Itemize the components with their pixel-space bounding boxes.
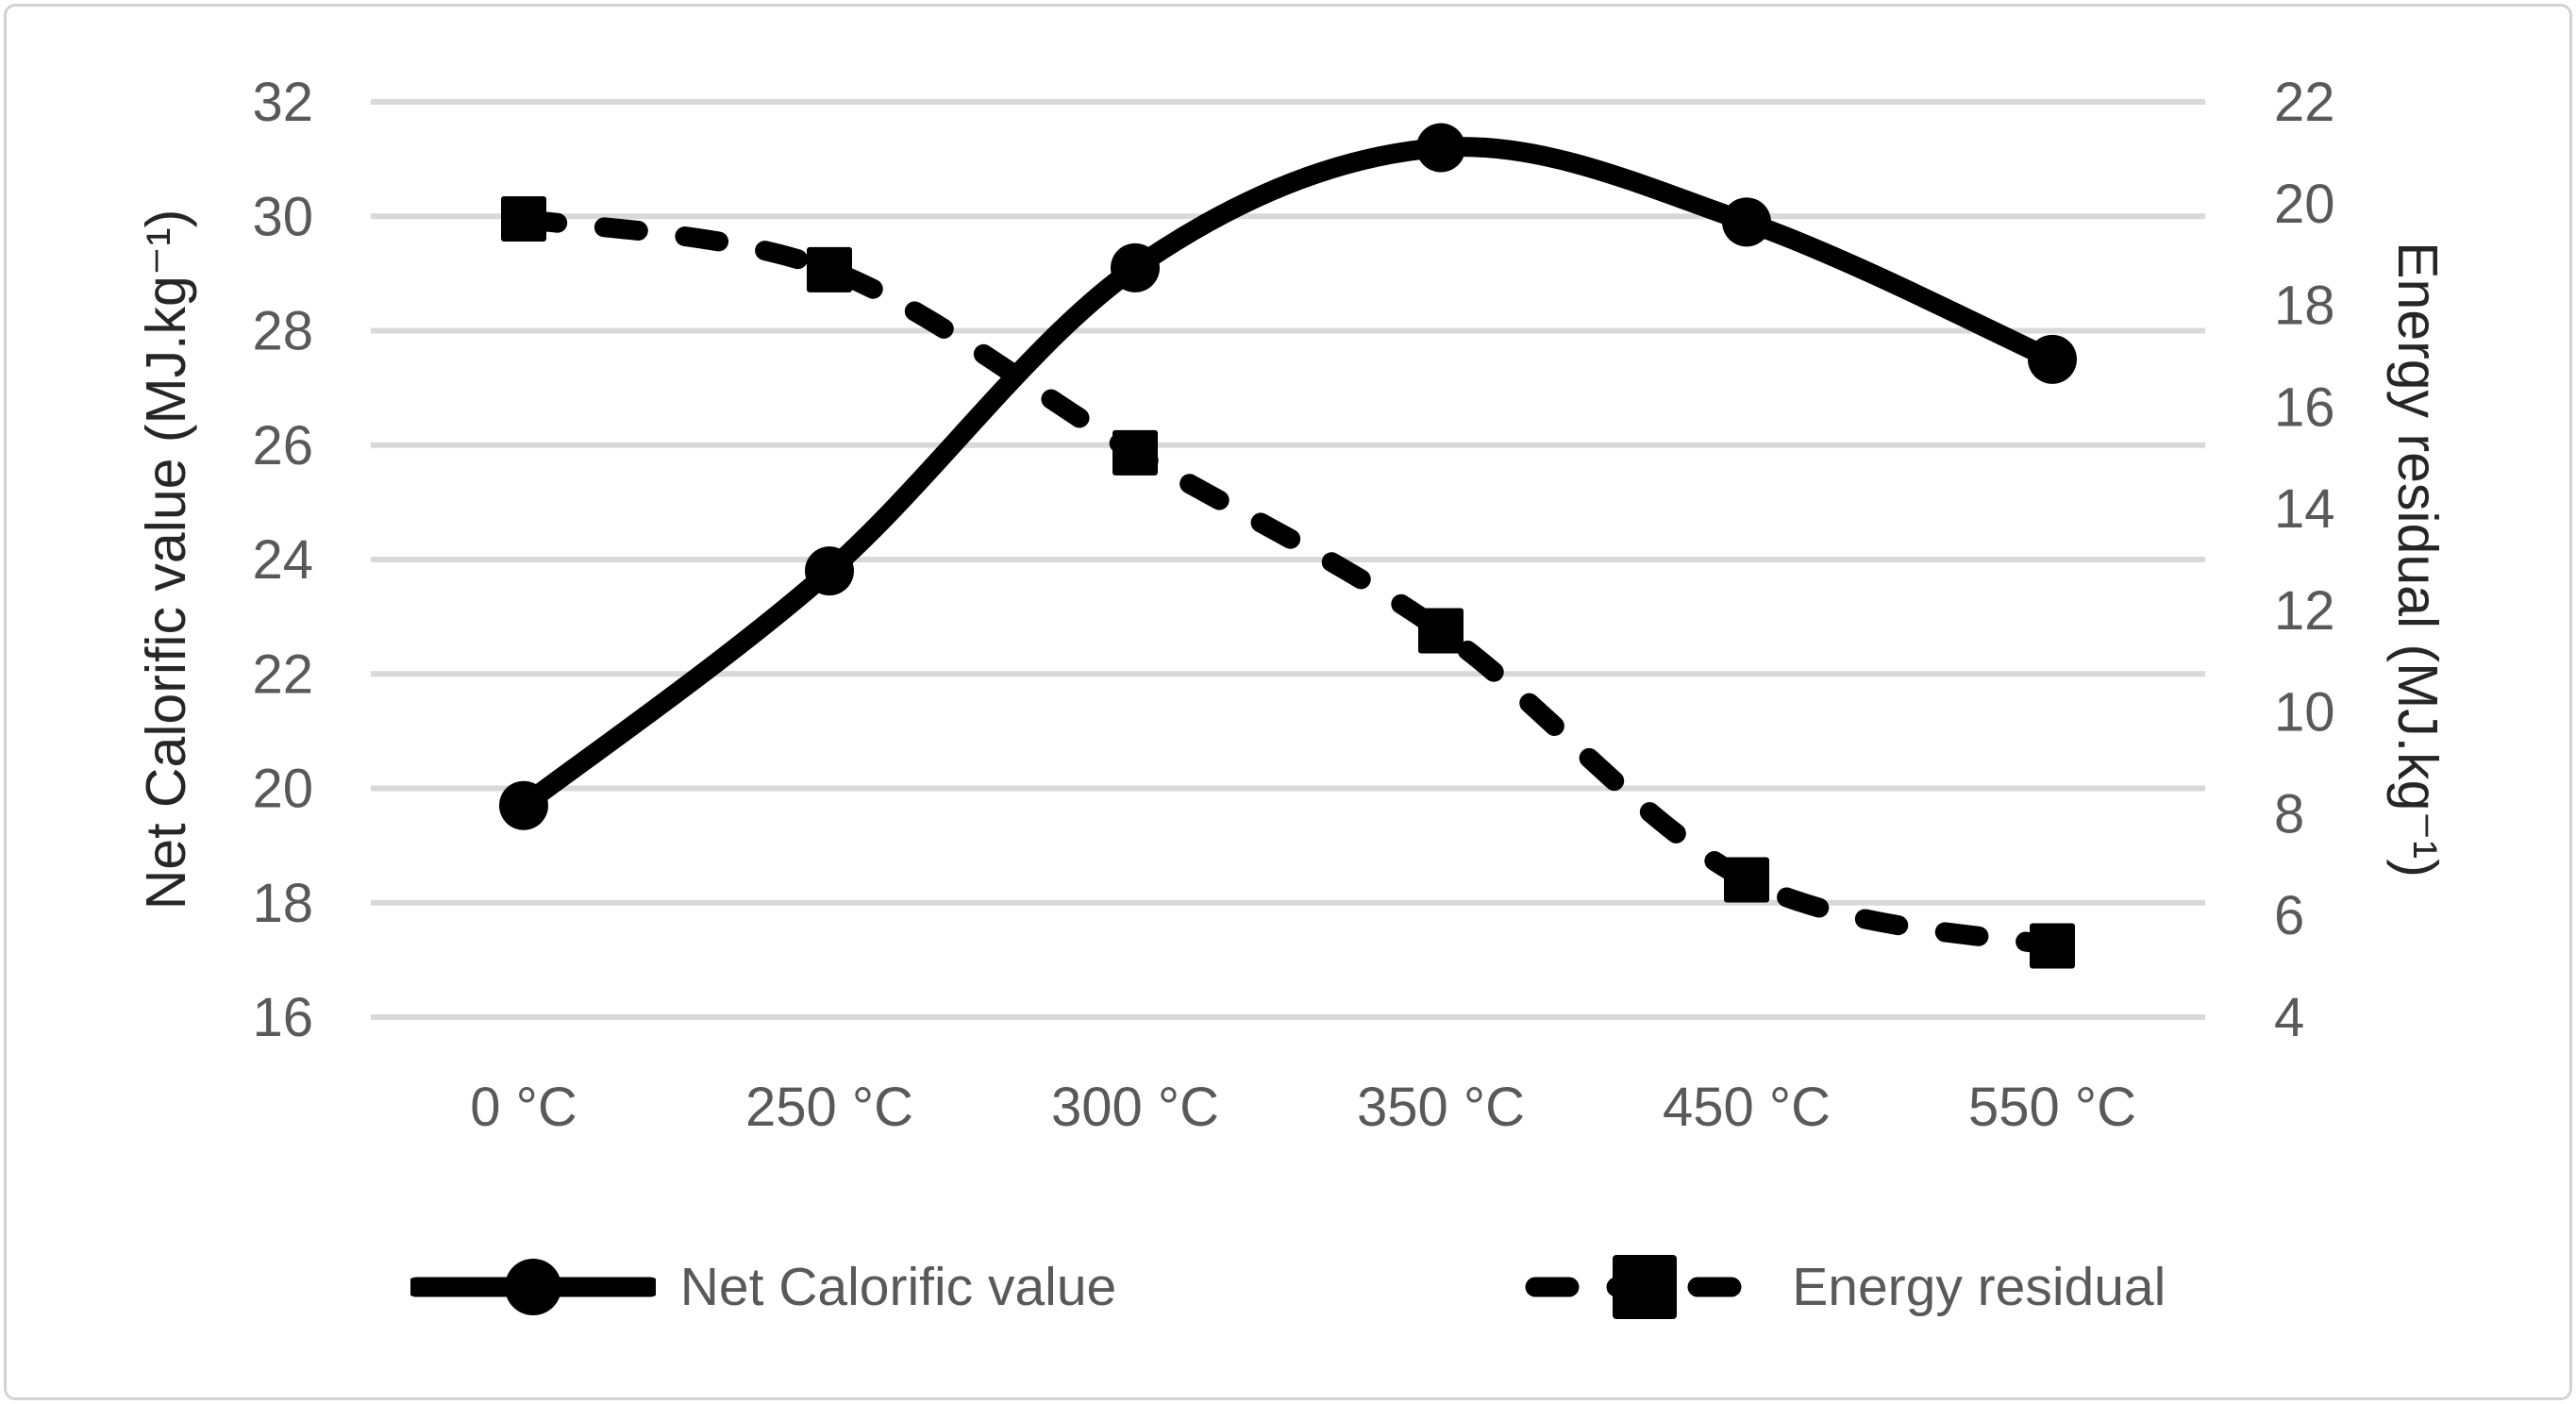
- right-tick-label: 4: [2274, 987, 2304, 1048]
- square-marker: [1112, 429, 1158, 476]
- right-tick-label: 18: [2274, 276, 2335, 337]
- x-axis-tick-labels: 0 °C 250 °C 300 °C 350 °C 450 °C 550 °C: [470, 1077, 2136, 1138]
- series-line-energy-residual: [513, 209, 2063, 957]
- square-marker: [1724, 857, 1769, 903]
- right-tick-label: 12: [2274, 580, 2335, 642]
- left-axis-tick-labels: 16 18 20 22 24 26 28 30 32: [252, 72, 313, 1048]
- right-tick-label: 20: [2274, 174, 2335, 235]
- x-tick-label: 550 °C: [1968, 1077, 2136, 1138]
- left-tick-label: 22: [252, 644, 313, 705]
- left-tick-label: 26: [252, 415, 313, 476]
- left-tick-label: 30: [252, 186, 313, 247]
- circle-marker: [1722, 197, 1771, 247]
- right-tick-label: 6: [2274, 885, 2304, 946]
- left-tick-label: 16: [252, 987, 313, 1048]
- left-tick-label: 24: [252, 529, 313, 591]
- dashed-line-square-marker-icon: [1525, 1255, 1765, 1319]
- right-tick-label: 8: [2274, 783, 2304, 844]
- series-markers-energy-residual: [501, 195, 2075, 969]
- circle-marker: [2028, 334, 2077, 384]
- left-tick-label: 20: [252, 759, 313, 820]
- solid-line-circle-marker-icon: [410, 1259, 656, 1315]
- legend-label-energy-residual: Energy residual: [1792, 1257, 2166, 1317]
- series-line-net-calorific-value: [513, 137, 2063, 816]
- right-tick-label: 22: [2274, 72, 2335, 133]
- left-tick-label: 32: [252, 72, 313, 133]
- x-tick-label: 300 °C: [1051, 1077, 1219, 1138]
- square-marker: [501, 195, 546, 242]
- right-tick-label: 10: [2274, 682, 2335, 744]
- left-tick-label: 28: [252, 301, 313, 362]
- left-axis-title: Net Calorific value (MJ.kg⁻¹): [135, 209, 197, 911]
- left-tick-label: 18: [252, 873, 313, 934]
- circle-marker: [805, 546, 854, 596]
- legend-item-net-calorific-value: Net Calorific value: [410, 1244, 1117, 1330]
- square-marker: [2030, 923, 2075, 969]
- circle-marker: [1111, 242, 1160, 292]
- x-tick-label: 450 °C: [1663, 1077, 1831, 1138]
- x-tick-label: 350 °C: [1357, 1077, 1525, 1138]
- square-marker: [807, 246, 852, 292]
- gridlines: [371, 99, 2205, 1020]
- circle-marker: [499, 780, 548, 830]
- series-markers-net-calorific-value: [499, 123, 2077, 830]
- legend: Net Calorific value Energy residual: [0, 1244, 2576, 1330]
- right-axis-tick-labels: 4 6 8 10 12 14 16 18 20 22: [2274, 72, 2335, 1048]
- legend-label-net-calorific-value: Net Calorific value: [679, 1257, 1117, 1317]
- circle-marker: [1416, 123, 1465, 173]
- x-tick-label: 250 °C: [745, 1077, 913, 1138]
- right-tick-label: 14: [2274, 478, 2335, 540]
- legend-item-energy-residual: Energy residual: [1522, 1244, 2166, 1330]
- x-tick-label: 0 °C: [470, 1077, 577, 1138]
- square-marker: [1418, 608, 1464, 654]
- right-axis-title: Energy residual (MJ.kg⁻¹): [2386, 242, 2449, 878]
- right-tick-label: 16: [2274, 376, 2335, 438]
